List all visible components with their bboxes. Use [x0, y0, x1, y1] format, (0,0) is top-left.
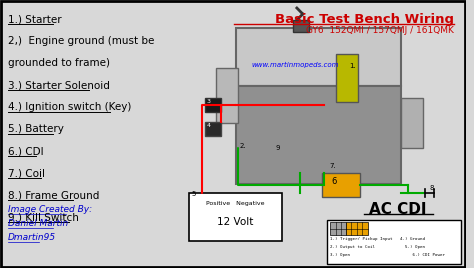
Text: Basic Test Bench Wiring: Basic Test Bench Wiring	[275, 13, 454, 26]
Text: 3: 3	[207, 99, 210, 104]
Bar	[236, 86, 401, 184]
Text: 1.) Starter: 1.) Starter	[8, 14, 62, 24]
Text: grounded to frame): grounded to frame)	[8, 58, 110, 68]
Bar	[236, 28, 401, 86]
Text: 4.) Ignition switch (Key): 4.) Ignition switch (Key)	[8, 102, 131, 112]
Bar	[189, 193, 282, 241]
Text: 7.) Coil: 7.) Coil	[8, 168, 45, 178]
Text: 9: 9	[275, 145, 280, 151]
Bar	[336, 54, 358, 102]
Text: Dmartin95: Dmartin95	[8, 233, 56, 242]
Text: 8.: 8.	[429, 185, 437, 191]
Text: www.martinmopeds.com: www.martinmopeds.com	[251, 62, 338, 68]
Bar	[401, 98, 423, 148]
Text: 3.) Starter Solenoid: 3.) Starter Solenoid	[8, 80, 110, 90]
Bar	[205, 98, 221, 112]
Bar	[205, 122, 221, 136]
Text: Positive   Negative: Positive Negative	[206, 201, 264, 206]
Text: 6: 6	[331, 177, 337, 187]
Text: 2.) Output to Coil            5.) Open: 2.) Output to Coil 5.) Open	[330, 245, 425, 249]
Bar	[346, 222, 368, 235]
Bar	[328, 220, 461, 264]
Text: 7.: 7.	[329, 163, 336, 169]
Text: 1.: 1.	[349, 63, 356, 69]
Text: 5.) Battery: 5.) Battery	[8, 124, 64, 134]
Text: GY6  152QMI / 157QMJ / 161QMK: GY6 152QMI / 157QMJ / 161QMK	[306, 26, 454, 35]
Text: 2,)  Engine ground (must be: 2,) Engine ground (must be	[8, 36, 154, 46]
Text: AC CDI: AC CDI	[369, 202, 427, 217]
Text: 6.) CDI: 6.) CDI	[8, 146, 44, 156]
Bar	[293, 20, 309, 32]
Text: 3.) Open                         6.) CDI Power: 3.) Open 6.) CDI Power	[330, 253, 445, 257]
Text: 2.: 2.	[240, 143, 246, 149]
Bar	[322, 173, 360, 197]
Text: 4: 4	[207, 123, 210, 128]
Text: 9.) Kill Switch: 9.) Kill Switch	[8, 212, 79, 222]
Bar	[216, 68, 238, 123]
Text: 5: 5	[191, 191, 196, 197]
Text: 12 Volt: 12 Volt	[217, 217, 254, 227]
Text: 8.) Frame Ground: 8.) Frame Ground	[8, 190, 99, 200]
Text: Daniel Martin: Daniel Martin	[8, 219, 68, 228]
Text: 1.) Trigger/ Pickup Input   4.) Ground: 1.) Trigger/ Pickup Input 4.) Ground	[330, 237, 425, 241]
Bar	[330, 222, 346, 235]
Text: Image Created By:: Image Created By:	[8, 205, 92, 214]
